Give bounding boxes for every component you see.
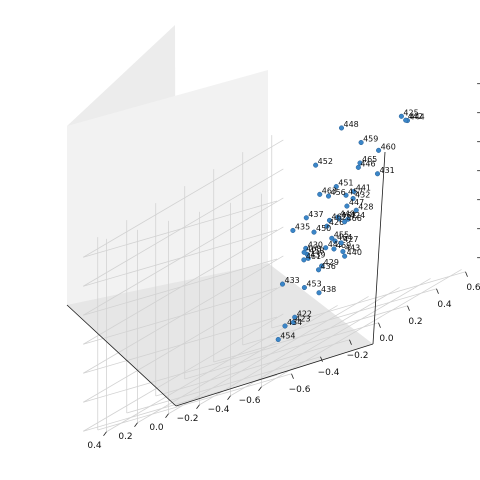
point-label: 436: [321, 262, 336, 271]
point-label: 435: [295, 222, 310, 231]
point-label: 428: [358, 202, 373, 211]
x-tick-mark: [228, 396, 231, 400]
x-tick-mark: [197, 405, 200, 409]
y-tick-mark: [292, 374, 294, 379]
x-tick-label: −0.2: [177, 414, 199, 424]
x-tick-label: 0.0: [149, 423, 164, 433]
y-tick-mark: [408, 306, 410, 311]
y-tick-label: −0.2: [347, 351, 369, 361]
point-label: 440: [347, 248, 362, 257]
point-label: 431: [380, 166, 395, 175]
point-label: 446: [360, 159, 375, 168]
x-tick-label: −0.6: [239, 396, 261, 406]
point-label: 434: [287, 318, 302, 327]
x-tick-mark: [166, 414, 169, 418]
y-tick-mark: [379, 323, 381, 328]
y-tick-label: −0.4: [318, 368, 340, 378]
point-label: 461: [306, 252, 321, 261]
point-label: 425: [403, 108, 418, 117]
point-label: 450: [316, 224, 331, 233]
y-tick-label: −0.6: [289, 385, 311, 395]
x-tick-label: 0.2: [118, 432, 132, 442]
point-label: 453: [306, 280, 321, 289]
x-tick-label: 0.4: [87, 441, 102, 451]
x-tick-mark: [104, 432, 107, 436]
point-label: 451: [338, 179, 353, 188]
point-label: 433: [285, 276, 300, 285]
point-label: 454: [280, 332, 295, 341]
point-label: 452: [318, 157, 333, 166]
y-tick-label: 0.6: [466, 283, 480, 293]
x-tick-label: −0.4: [208, 405, 230, 415]
x-tick-mark: [259, 387, 262, 391]
point-label: 459: [363, 135, 378, 144]
point-label: 463: [322, 186, 337, 195]
y-tick-label: 0.0: [379, 334, 394, 344]
point-label: 460: [381, 142, 396, 151]
x-tick-mark: [135, 423, 138, 427]
point-label: 466: [347, 214, 362, 223]
point-label: 448: [344, 120, 359, 129]
axis-panes: [67, 25, 373, 406]
point-label: 427: [343, 235, 358, 244]
y-tick-label: 0.4: [437, 300, 452, 310]
y-tick-mark: [466, 272, 468, 277]
y-tick-mark: [437, 289, 439, 294]
point-label: 437: [308, 210, 323, 219]
y-tick-label: 0.2: [408, 317, 422, 327]
point-label: 438: [321, 285, 336, 294]
